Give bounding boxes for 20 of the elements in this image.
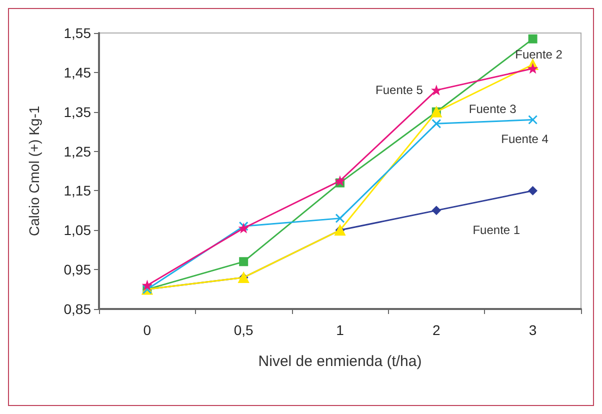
x-tick-label: 0,5	[234, 322, 254, 338]
x-axis-title: Nivel de enmienda (t/ha)	[258, 353, 422, 370]
x-tick-label: 2	[432, 322, 440, 338]
x-tick-label: 0	[143, 322, 152, 338]
series-label: Fuente 1	[472, 222, 520, 237]
series-label: Fuente 2	[515, 47, 563, 62]
x-tick-label: 3	[528, 322, 537, 338]
x-tick-label: 1	[336, 322, 344, 338]
y-tick-label: 0,85	[64, 301, 92, 317]
series-label: Fuente 5	[376, 83, 424, 98]
y-tick-label: 1,35	[64, 104, 92, 120]
y-axis-title: Calcio Cmol (+) Kg-1	[26, 106, 42, 236]
y-tick-label: 1,15	[64, 182, 92, 199]
y-tick-label: 1,25	[64, 143, 92, 160]
y-tick-label: 1,45	[64, 64, 92, 80]
series-label: Fuente 4	[501, 132, 549, 146]
y-tick-label: 0,95	[64, 262, 92, 278]
y-tick-label: 1,05	[64, 222, 92, 238]
y-tick-label: 1,55	[64, 25, 92, 41]
series-label: Fuente 3	[468, 102, 517, 116]
